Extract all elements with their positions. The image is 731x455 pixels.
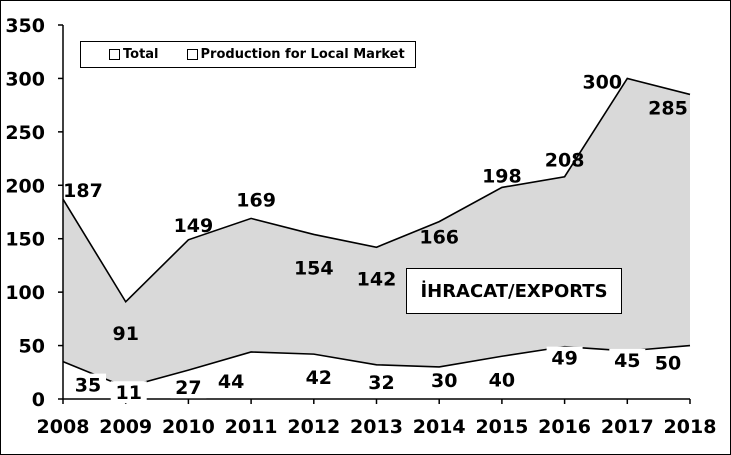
- y-tick-label: 0: [32, 389, 45, 411]
- data-label-bg: [426, 368, 463, 391]
- data-label-total: 142: [357, 268, 397, 290]
- data-label-local: 50: [655, 353, 681, 375]
- data-label-total: 91: [112, 323, 138, 345]
- data-label-total: 198: [482, 165, 522, 187]
- data-label-bg: [70, 373, 106, 396]
- data-label-local: 40: [489, 369, 515, 391]
- legend-item-total: Total: [109, 47, 159, 62]
- data-label-bg: [483, 368, 520, 391]
- legend: Total Production for Local Market: [80, 41, 416, 68]
- x-tick-label: 2014: [413, 416, 466, 438]
- legend-item-local: Production for Local Market: [186, 47, 405, 62]
- data-label-local: 27: [175, 377, 201, 399]
- y-tick-label: 250: [5, 122, 45, 144]
- y-tick-label: 200: [5, 175, 45, 197]
- y-tick-label: 50: [19, 336, 45, 358]
- data-label-local: 42: [306, 367, 332, 389]
- data-label-local: 32: [368, 372, 394, 394]
- data-label-local: 30: [431, 370, 457, 392]
- x-tick-label: 2012: [287, 416, 340, 438]
- data-label-total: 169: [236, 189, 276, 211]
- data-label-bg: [110, 381, 147, 404]
- x-tick-label: 2009: [99, 416, 152, 438]
- legend-swatch-total: [109, 49, 120, 60]
- data-label-local: 35: [75, 375, 101, 397]
- exports-area: [63, 78, 690, 388]
- exports-annotation: İHRACAT/EXPORTS: [406, 268, 622, 314]
- data-label-total: 285: [648, 97, 688, 119]
- data-label-local: 45: [614, 350, 640, 372]
- data-label-total: 300: [582, 71, 622, 93]
- x-tick-label: 2016: [538, 416, 591, 438]
- data-label-total: 187: [63, 180, 103, 202]
- data-label-bg: [650, 351, 686, 374]
- data-label-bg: [546, 346, 583, 369]
- data-label-bg: [213, 369, 250, 392]
- data-label-total: 149: [174, 215, 214, 237]
- x-tick-label: 2010: [162, 416, 215, 438]
- data-label-total: 166: [419, 227, 459, 249]
- y-tick-label: 350: [5, 15, 45, 37]
- data-label-bg: [300, 366, 337, 389]
- data-label-local: 11: [115, 382, 141, 404]
- x-tick-label: 2011: [225, 416, 278, 438]
- data-label-total: 208: [545, 150, 585, 172]
- series-line-local: [62, 344, 691, 389]
- data-label-total: 154: [294, 257, 334, 279]
- legend-label-local: Production for Local Market: [200, 47, 405, 62]
- x-tick-label: 2018: [664, 416, 717, 438]
- y-tick-label: 300: [5, 68, 45, 90]
- y-tick-label: 150: [5, 229, 45, 251]
- data-label-bg: [363, 370, 400, 393]
- x-tick-label: 2017: [601, 416, 654, 438]
- x-tick-label: 2015: [475, 416, 528, 438]
- x-tick-label: 2008: [37, 416, 90, 438]
- data-label-local: 44: [218, 371, 244, 393]
- data-label-bg: [170, 376, 207, 399]
- y-tick-label: 100: [5, 282, 45, 304]
- series-line-total: [62, 77, 691, 304]
- data-label-local: 49: [551, 348, 577, 370]
- legend-swatch-local: [186, 49, 198, 60]
- legend-label-total: Total: [123, 47, 159, 62]
- x-tick-label: 2013: [350, 416, 403, 438]
- data-label-bg: [609, 348, 646, 371]
